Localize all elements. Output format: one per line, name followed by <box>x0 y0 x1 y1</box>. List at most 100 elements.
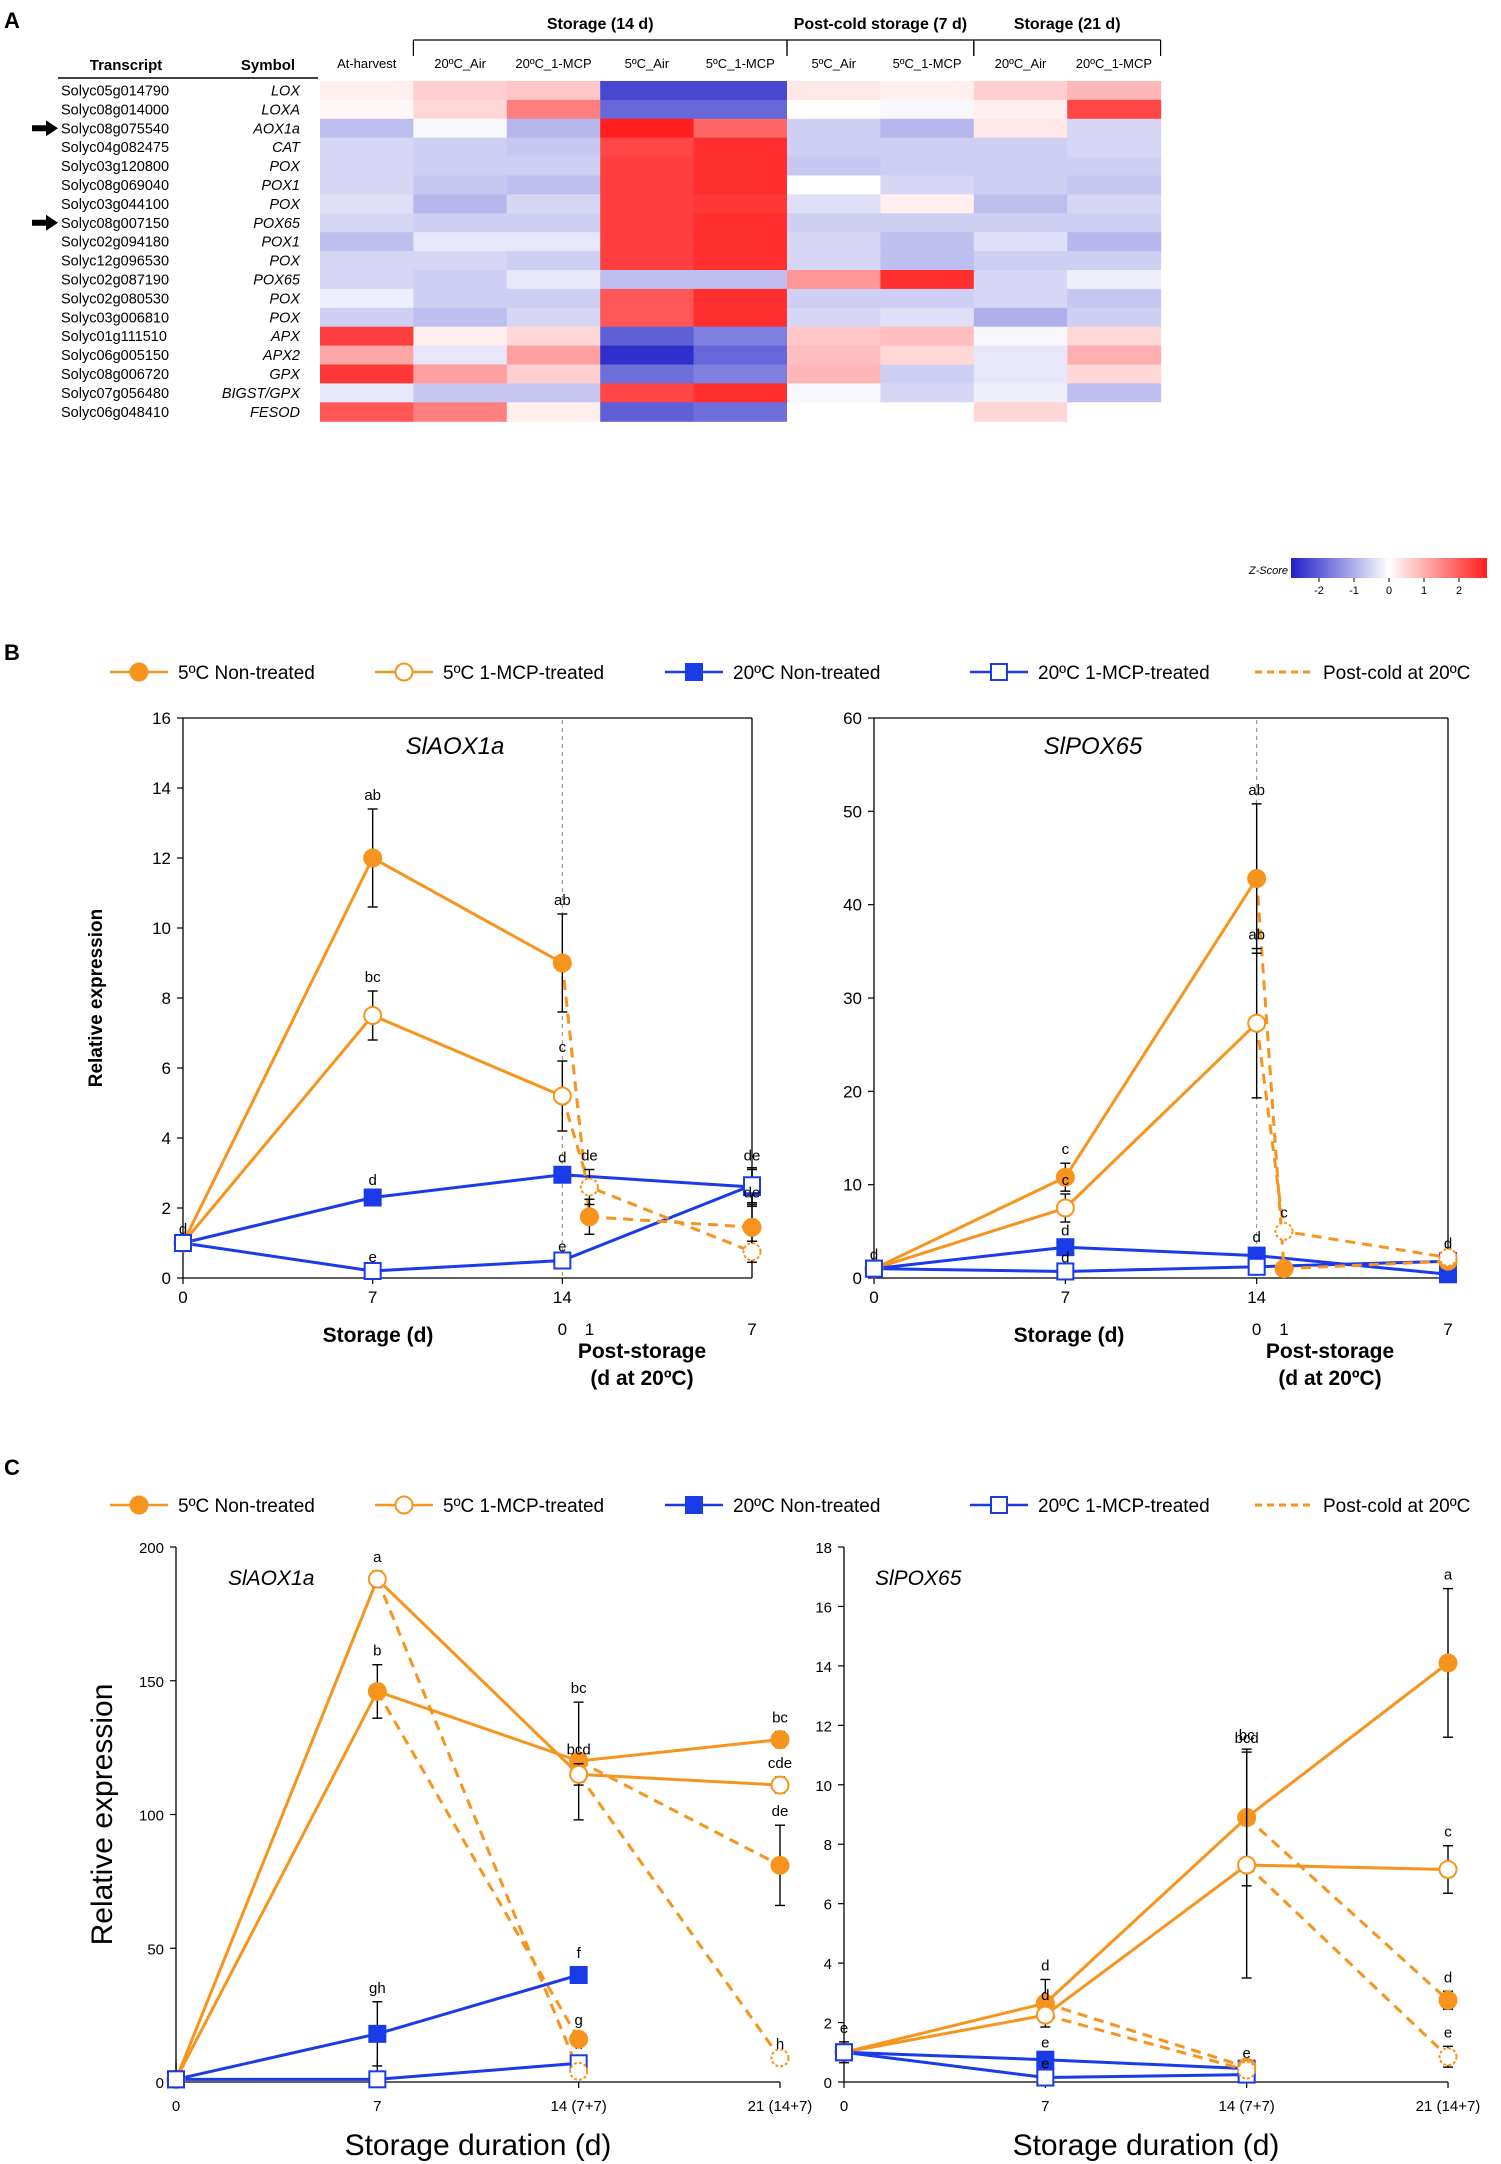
legend-marker <box>129 662 149 682</box>
data-point <box>1035 2005 1055 2025</box>
x-tick-label: 7 <box>368 1288 377 1307</box>
panel-c: C 5ºC Non-treated 5ºC 1-MCP-treated 20ºC N… <box>0 1445 1501 2164</box>
heatmap-cell <box>693 345 788 366</box>
heatmap-cell <box>320 118 414 139</box>
heatmap-cell <box>880 270 975 290</box>
significance-label: d <box>1041 1957 1049 1974</box>
data-point <box>363 1006 383 1025</box>
heatmap-cell <box>413 345 508 366</box>
y-tick-label: 10 <box>152 919 171 938</box>
x-axis-label: Storage duration (d) <box>345 2129 612 2162</box>
legend-label: 20ºC Non-treated <box>733 663 880 684</box>
y-tick-label: 4 <box>824 1956 832 1973</box>
row-transcript: Solyc02g094180 <box>61 235 169 251</box>
data-point <box>552 1086 572 1106</box>
series-line <box>873 1259 1449 1273</box>
data-point <box>1056 1238 1075 1257</box>
x-tick-label: 14 (7+7) <box>1219 2098 1275 2115</box>
row-symbol: GPX <box>269 367 301 383</box>
colorbar-ticks: -2 -1 0 1 2 <box>1314 578 1462 597</box>
data-point <box>1438 1990 1458 2010</box>
significance-label: c <box>1062 1141 1070 1158</box>
data-point <box>1237 1855 1257 1875</box>
x-tick-label: 21 (14+7) <box>1416 2098 1481 2115</box>
panel-c-canvas: C 5ºC Non-treated 5ºC 1-MCP-treated 20ºC N… <box>4 1455 1480 2162</box>
data-point <box>743 1176 761 1195</box>
chart-title: SlAOX1a <box>406 733 505 760</box>
heatmap-cell <box>880 364 975 384</box>
heatmap-cell <box>320 99 414 120</box>
row-symbol: FESOD <box>250 405 300 421</box>
row-symbol: APX <box>270 329 301 345</box>
heatmap-cell <box>787 118 881 139</box>
column-header: 20ºC_Air <box>995 56 1047 71</box>
heatmap-cell <box>600 307 695 328</box>
chart-c-pox65: 0 2 4 6 8 10 12 14 16 18 0 7 14 (7+7) 21 (14+7) SlPOX6… <box>815 1540 1480 2162</box>
heatmap-cell <box>693 270 788 290</box>
heatmap-cell <box>600 383 695 403</box>
legend-marker <box>685 663 703 681</box>
chart-title: SlPOX65 <box>1044 733 1143 760</box>
x-tick-label: 7 <box>1061 1288 1070 1307</box>
heatmap-cell <box>973 213 1068 233</box>
significance-label: c <box>1280 1205 1288 1222</box>
significance-label: bc <box>1239 1727 1255 1744</box>
heatmap-cell <box>1067 288 1162 309</box>
y-tick-label: 14 <box>815 1659 832 1676</box>
heatmap-cell <box>1067 383 1162 403</box>
storage-axis-label: Storage (d) <box>1014 1324 1125 1347</box>
row-transcript: Solyc08g069040 <box>61 178 169 194</box>
data-point <box>1438 2047 1458 2067</box>
significance-label: gh <box>369 1980 386 1997</box>
legend-label: 20ºC 1-MCP-treated <box>1038 1496 1210 1517</box>
heatmap-cell <box>693 402 788 422</box>
heatmap-cell <box>1067 99 1162 120</box>
series-line <box>560 1095 753 1254</box>
heatmap-cell <box>320 288 414 309</box>
heatmap-cell <box>973 383 1068 403</box>
group-header: Storage (21 d) <box>1014 16 1121 33</box>
series-line <box>182 1173 753 1245</box>
x-tick-label: 0 <box>869 1288 878 1307</box>
colorbar-tick-label: 2 <box>1456 585 1462 597</box>
legend-c: 5ºC Non-treated 5ºC 1-MCP-treated 20ºC Non… <box>110 1495 1470 1517</box>
significance-label: bc <box>365 969 381 986</box>
row-symbol: POX <box>269 197 301 213</box>
data-point <box>1036 2068 1055 2087</box>
data-point <box>367 1569 387 1589</box>
row-symbol: POX65 <box>253 216 301 232</box>
heatmap-cell <box>880 251 975 271</box>
column-header: 5ºC_Air <box>625 56 670 71</box>
x-tick2-label: 0 <box>558 1320 567 1339</box>
heatmap-cell <box>1067 251 1162 271</box>
panel-b-canvas: B 5ºC Non-treated 5ºC 1-MCP-treated 20ºC N… <box>4 640 1470 1390</box>
heatmap-cell <box>973 194 1068 214</box>
significance-label: d <box>1444 1235 1452 1252</box>
heatmap-cell <box>413 99 508 120</box>
significance-label: e <box>368 1249 376 1266</box>
data-point <box>1247 1013 1267 1033</box>
y-tick-label: 12 <box>152 849 171 868</box>
colorbar-gradient <box>1291 558 1487 578</box>
colorbar-title: Z-Score <box>1248 565 1288 577</box>
y-tick-label: 18 <box>815 1540 832 1557</box>
heatmap-cell <box>413 137 508 158</box>
heatmap-cell <box>506 81 601 101</box>
legend-marker <box>394 662 414 682</box>
row-transcript: Solyc08g006720 <box>61 367 169 383</box>
significance-label: d <box>870 1247 878 1264</box>
data-point <box>579 1177 599 1197</box>
post-storage-label: Post-storage <box>578 1340 706 1363</box>
heatmap-cell <box>1067 402 1162 422</box>
y-tick-label: 0 <box>824 2075 832 2092</box>
significance-label: de <box>744 1148 761 1165</box>
significance-label: e <box>558 1239 566 1256</box>
heatmap-cell <box>413 213 508 233</box>
heatmap-cell <box>787 99 881 120</box>
heatmap-cell <box>787 383 881 403</box>
series-line <box>174 1576 781 2080</box>
post-storage-unit-label: (d at 20ºC) <box>590 1367 693 1390</box>
heatmap-cell <box>413 251 508 271</box>
heatmap-cell <box>1067 175 1162 195</box>
